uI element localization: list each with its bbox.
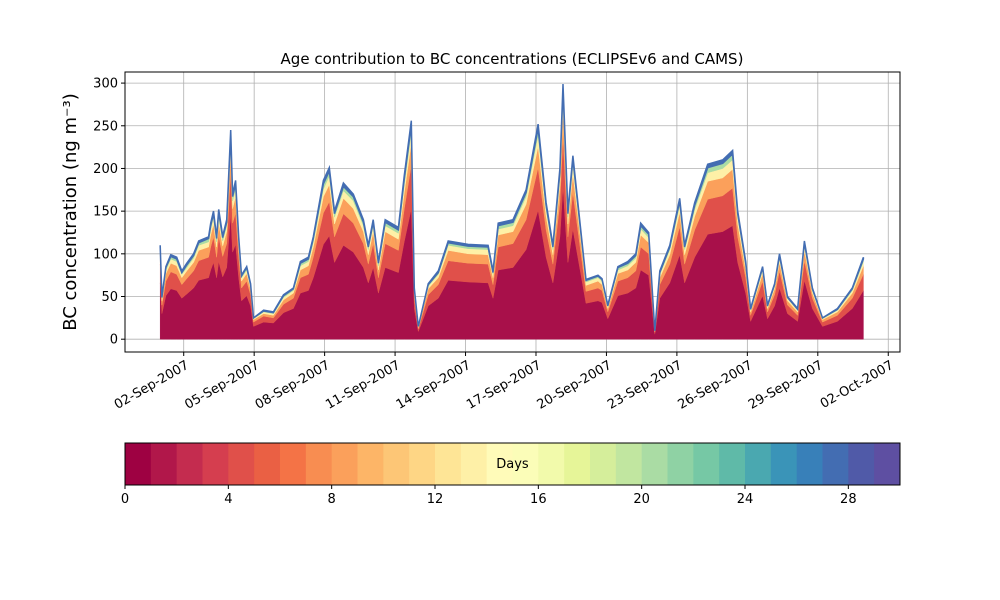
colorbar-cell — [693, 443, 720, 485]
x-tick-label: 08-Sep-2007 — [253, 358, 333, 413]
x-tick-label: 05-Sep-2007 — [182, 358, 262, 413]
colorbar-cell — [796, 443, 823, 485]
colorbar-cell — [150, 443, 178, 485]
colorbar-cell — [357, 443, 384, 485]
colorbar-tick-label: 16 — [530, 492, 547, 507]
x-tick-label: 17-Sep-2007 — [464, 358, 544, 413]
y-tick-label: 200 — [93, 162, 118, 177]
colorbar-cell — [383, 443, 410, 485]
colorbar-cell — [848, 443, 875, 485]
colorbar-cell — [822, 443, 849, 485]
y-tick-label: 50 — [101, 290, 118, 305]
y-axis-label: BC concentration (ng m⁻³) — [60, 93, 81, 331]
y-tick-label: 0 — [110, 333, 118, 348]
colorbar-label: Days — [496, 457, 529, 472]
colorbar-cell — [538, 443, 565, 485]
colorbar-tick-label: 20 — [633, 492, 650, 507]
y-tick-label: 250 — [93, 119, 118, 134]
colorbar-tick-label: 8 — [328, 492, 336, 507]
colorbar-cell — [460, 443, 488, 485]
plot-frame — [124, 71, 901, 353]
colorbar-cell — [202, 443, 229, 485]
colorbar-cell — [564, 443, 591, 485]
x-tick-label: 20-Sep-2007 — [535, 358, 615, 413]
colorbar-tick-label: 0 — [121, 492, 129, 507]
colorbar-cell — [590, 443, 617, 485]
colorbar-cell — [615, 443, 643, 485]
y-tick-label: 300 — [93, 77, 118, 92]
colorbar-cell — [409, 443, 436, 485]
colorbar-cell — [770, 443, 798, 485]
colorbar-cell — [331, 443, 358, 485]
colorbar-frame — [124, 442, 901, 486]
y-tick-label: 100 — [93, 247, 118, 262]
colorbar-cell — [667, 443, 694, 485]
x-tick-label: 14-Sep-2007 — [394, 358, 474, 413]
colorbar-cell — [486, 443, 513, 485]
colorbar-tick-label: 12 — [427, 492, 444, 507]
colorbar-tick-label: 24 — [737, 492, 754, 507]
colorbar-cell — [254, 443, 281, 485]
colorbar-cell — [435, 443, 462, 485]
colorbar-tick-label: 28 — [840, 492, 857, 507]
area-layer — [159, 83, 865, 331]
colorbar-cell — [745, 443, 772, 485]
colorbar-cell — [228, 443, 255, 485]
x-tick-label: 02-Oct-2007 — [818, 358, 896, 412]
y-tick-label: 150 — [93, 205, 118, 220]
colorbar-cell — [176, 443, 203, 485]
x-tick-label: 23-Sep-2007 — [605, 358, 685, 413]
chart-title: Age contribution to BC concentrations (E… — [281, 50, 744, 68]
colorbar-cell — [641, 443, 668, 485]
x-tick-label: 26-Sep-2007 — [676, 358, 756, 413]
colorbar-tick-label: 4 — [224, 492, 232, 507]
colorbar-cell — [719, 443, 746, 485]
colorbar-cell — [874, 443, 901, 485]
colorbar-cell — [512, 443, 539, 485]
x-tick-label: 02-Sep-2007 — [112, 358, 192, 413]
x-tick-label: 11-Sep-2007 — [323, 358, 403, 413]
colorbar-cell — [280, 443, 307, 485]
colorbar-cell — [125, 443, 152, 485]
x-tick-label: 29-Sep-2007 — [746, 358, 826, 413]
colorbar-cell — [305, 443, 333, 485]
